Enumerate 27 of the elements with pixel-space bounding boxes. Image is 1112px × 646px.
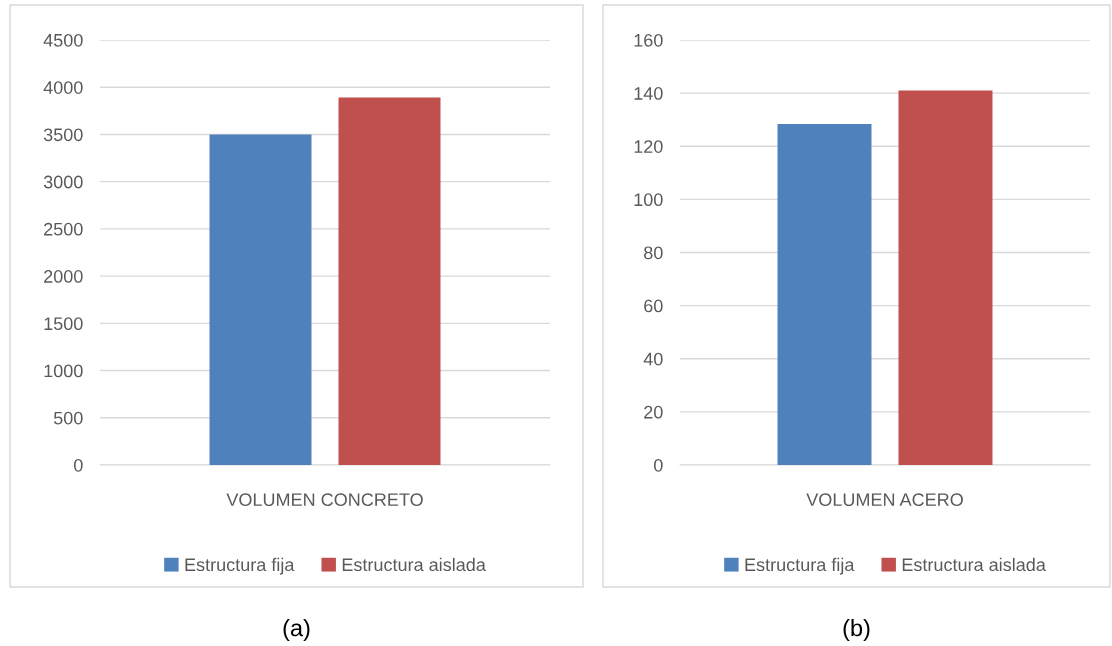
y-tick-label: 160 [634, 33, 663, 47]
y-tick-label: 500 [53, 411, 83, 425]
y-tick-label: 4000 [43, 81, 83, 94]
y-tick-label: 80 [644, 246, 663, 260]
text: (a) [283, 618, 310, 641]
y-tick-label: 20 [644, 405, 663, 419]
y-tick-label: 40 [643, 352, 663, 366]
x-tick-label: VOLUMEN CONCRETO [226, 493, 423, 507]
y-tick-label: 0 [654, 458, 663, 472]
x-tick-label: VOLUMEN ACERO [806, 493, 963, 507]
y-tick-label: 2500 [44, 222, 83, 236]
y-tick-label: 120 [634, 140, 663, 153]
y-tick-label: 4500 [43, 33, 83, 47]
y-tick-label: 0 [74, 458, 83, 472]
y-tick-label: 140 [634, 87, 663, 100]
y-tick-label: 1000 [44, 364, 83, 378]
legend-label: Estructura aislada [342, 557, 486, 572]
y-tick-label: 60 [644, 299, 663, 313]
legend-label: Estructura fija [745, 557, 855, 575]
y-tick-label: 3000 [43, 175, 83, 189]
y-tick-label: 1500 [44, 317, 83, 331]
legend-label: Estructura aislada [902, 557, 1046, 572]
text: (b) [843, 618, 870, 641]
y-tick-label: 3500 [43, 128, 83, 142]
legend-label: Estructura fija [185, 557, 295, 575]
y-tick-label: 2000 [44, 270, 83, 283]
y-tick-label: 100 [634, 193, 663, 207]
